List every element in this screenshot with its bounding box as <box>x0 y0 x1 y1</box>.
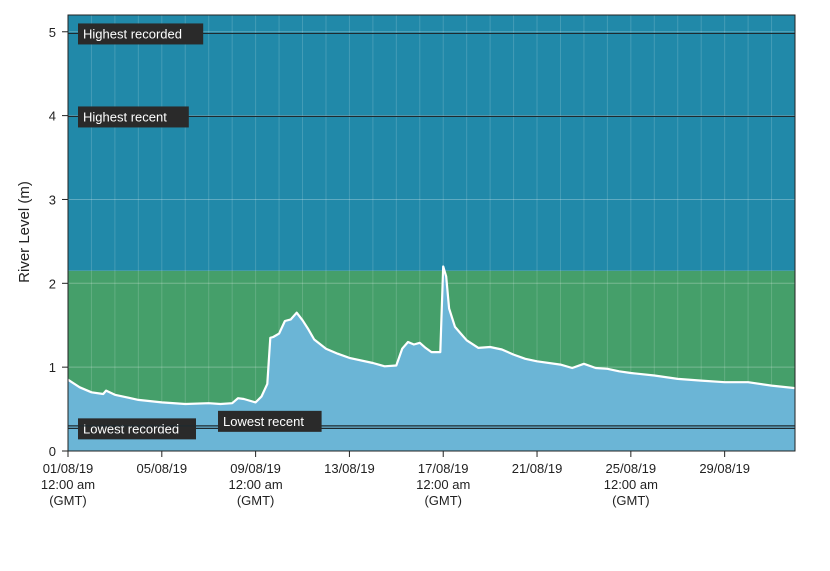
x-tick-label-6-1: 12:00 am <box>604 477 658 492</box>
reference-label-bg-1 <box>78 106 189 128</box>
x-tick-label-6-2: (GMT) <box>612 493 650 508</box>
x-tick-label-0-2: (GMT) <box>49 493 87 508</box>
reference-label-text-0: Highest recorded <box>83 26 182 41</box>
series-area-0 <box>68 266 795 451</box>
x-tick-label-4-1: 12:00 am <box>416 477 470 492</box>
y-tick-label-4: 4 <box>49 109 56 124</box>
x-tick-label-4-2: (GMT) <box>424 493 462 508</box>
band-2 <box>68 15 795 271</box>
y-tick-label-1: 1 <box>49 360 56 375</box>
y-tick-label-0: 0 <box>49 444 56 459</box>
x-tick-label-3-0: 13/08/19 <box>324 461 375 476</box>
plot-frame <box>67 14 796 452</box>
reference-label-0: Highest recorded <box>78 23 204 45</box>
x-tick-label-2-0: 09/08/19 <box>230 461 281 476</box>
x-tick-label-0-0: 01/08/19 <box>43 461 94 476</box>
reference-label-bg-3 <box>218 410 322 432</box>
reference-label-1: Highest recent <box>78 106 189 128</box>
x-tick-label-2-1: 12:00 am <box>229 477 283 492</box>
level-bands <box>68 15 795 451</box>
y-tick-label-2: 2 <box>49 276 56 291</box>
x-tick-label-0-1: 12:00 am <box>41 477 95 492</box>
reference-lines: Highest recorded Highest recent Lowest rec… <box>68 23 795 440</box>
series-layer <box>67 265 796 451</box>
x-tick-label-2-2: (GMT) <box>237 493 275 508</box>
reference-label-text-2: Lowest recorded <box>83 421 179 436</box>
reference-label-text-1: Highest recent <box>83 109 167 124</box>
reference-label-bg-2 <box>78 418 196 440</box>
x-tick-label-1-0: 05/08/19 <box>137 461 188 476</box>
reference-label-bg-0 <box>78 23 204 45</box>
reference-label-text-3: Lowest recent <box>223 414 304 429</box>
series-line-0 <box>67 265 796 406</box>
y-tick-label-3: 3 <box>49 192 56 207</box>
x-tick-label-7-0: 29/08/19 <box>699 461 750 476</box>
y-tick-label-5: 5 <box>49 25 56 40</box>
x-tick-label-5-0: 21/08/19 <box>512 461 563 476</box>
reference-label-2: Lowest recorded <box>78 418 196 440</box>
reference-label-3: Lowest recent <box>218 410 322 432</box>
x-tick-label-6-0: 25/08/19 <box>606 461 657 476</box>
y-axis-title: River Level (m) <box>16 181 33 283</box>
x-tick-label-4-0: 17/08/19 <box>418 461 469 476</box>
